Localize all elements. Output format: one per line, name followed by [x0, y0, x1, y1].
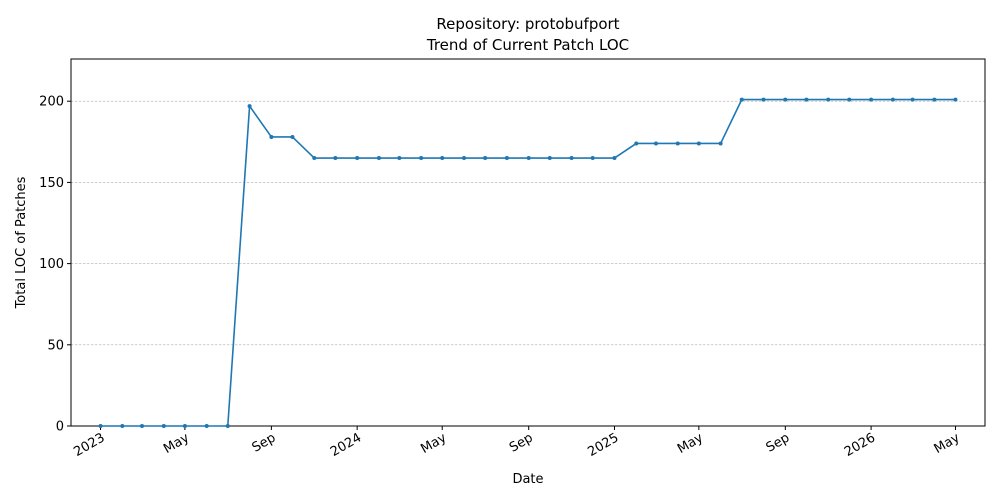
- data-point: [98, 424, 103, 428]
- data-point: [634, 141, 639, 146]
- data-point: [269, 134, 274, 139]
- data-point: [462, 156, 467, 161]
- data-point: [204, 424, 209, 428]
- series-layer: [98, 97, 958, 428]
- series-line: [100, 98, 956, 427]
- data-point: [569, 156, 574, 161]
- data-point: [312, 156, 317, 161]
- data-point: [804, 97, 809, 102]
- data-point: [547, 156, 552, 161]
- data-point: [890, 97, 895, 102]
- x-tick-label: May: [161, 430, 192, 457]
- data-point: [483, 156, 488, 161]
- y-tick-label: 100: [39, 257, 64, 272]
- data-point: [612, 156, 617, 161]
- chart-title-line1: Repository: protobufport: [436, 15, 619, 33]
- data-point: [675, 141, 680, 146]
- y-tick-label: 150: [39, 176, 64, 191]
- data-point: [140, 424, 145, 428]
- data-point: [526, 156, 531, 161]
- data-point: [440, 156, 445, 161]
- data-point: [225, 424, 230, 428]
- data-point: [120, 424, 125, 428]
- data-point: [653, 141, 658, 146]
- data-point: [910, 97, 915, 102]
- grid-lines: [71, 100, 985, 427]
- data-point: [504, 156, 509, 161]
- data-point: [718, 141, 723, 146]
- data-point: [397, 156, 402, 161]
- x-tick-label: 2026: [842, 430, 878, 460]
- data-point: [419, 156, 424, 161]
- x-tick-label: 2024: [328, 430, 364, 460]
- data-point: [932, 97, 937, 102]
- x-axis-ticks: 2023 May Sep 2024 May Sep 2025 May Sep 2026 May: [71, 426, 963, 460]
- y-tick-label: 200: [39, 95, 64, 110]
- x-tick-label: Sep: [764, 430, 793, 455]
- y-tick-label: 0: [56, 420, 64, 435]
- data-point: [696, 141, 701, 146]
- x-tick-label: 2025: [585, 430, 621, 460]
- data-point: [182, 424, 187, 428]
- x-axis-label: Date: [512, 472, 543, 487]
- x-tick-label: 2023: [71, 430, 107, 460]
- data-point: [761, 97, 766, 102]
- data-point: [783, 97, 788, 102]
- x-tick-label: May: [675, 430, 706, 457]
- chart-title-line2: Trend of Current Patch LOC: [426, 36, 629, 54]
- data-point: [739, 97, 744, 102]
- data-point: [333, 156, 338, 161]
- data-point: [826, 97, 831, 102]
- data-point: [847, 97, 852, 102]
- x-tick-label: May: [418, 430, 449, 457]
- data-point: [247, 104, 252, 109]
- data-point: [355, 156, 360, 161]
- data-point: [376, 156, 381, 161]
- x-tick-label: May: [932, 430, 963, 457]
- plot-area-frame: [70, 58, 986, 427]
- y-axis-ticks: 0 50 100 150 200: [39, 95, 71, 435]
- x-tick-label: Sep: [507, 430, 536, 455]
- y-axis-label: Total LOC of Patches: [14, 176, 29, 309]
- y-tick-label: 50: [47, 338, 64, 353]
- data-point: [953, 97, 958, 102]
- data-point: [590, 156, 595, 161]
- x-tick-label: Sep: [250, 430, 279, 455]
- data-point: [161, 424, 166, 428]
- data-point: [869, 97, 874, 102]
- data-point: [290, 134, 295, 139]
